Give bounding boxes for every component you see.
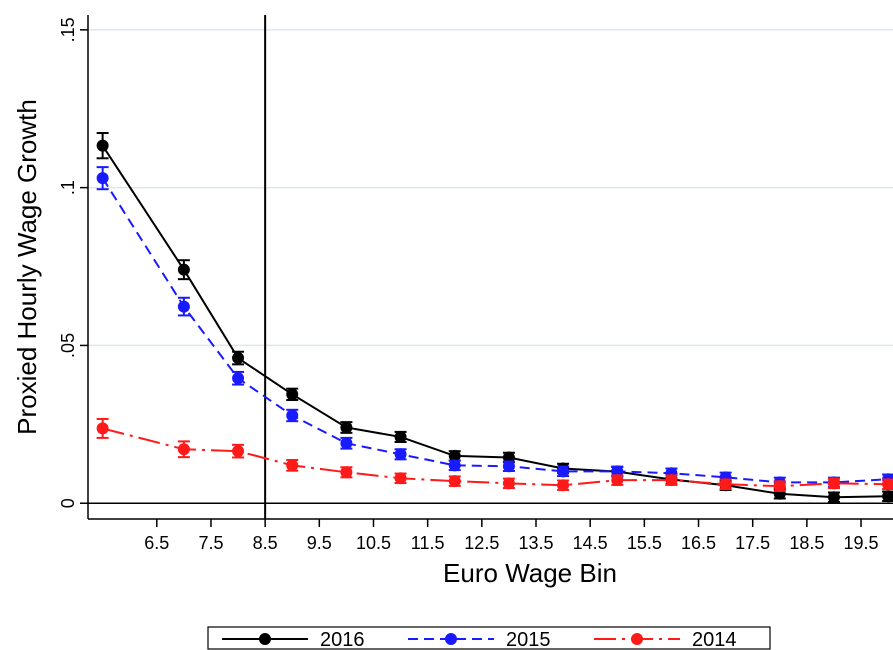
marker xyxy=(286,459,299,472)
legend-marker xyxy=(259,633,271,645)
x-tick-label: 14.5 xyxy=(573,533,608,553)
marker xyxy=(340,421,353,434)
series-line xyxy=(101,145,889,499)
marker xyxy=(557,479,570,492)
x-tick-label: 6.5 xyxy=(144,533,169,553)
marker xyxy=(394,472,407,485)
y-tick-label: .1 xyxy=(58,180,78,195)
marker xyxy=(502,460,515,473)
marker xyxy=(827,491,840,504)
y-tick-label: .15 xyxy=(58,17,78,42)
marker xyxy=(286,388,299,401)
x-tick-label: 8.5 xyxy=(253,533,278,553)
marker xyxy=(502,451,515,464)
marker xyxy=(557,465,570,478)
marker xyxy=(232,445,245,458)
marker xyxy=(719,478,732,491)
x-tick-label: 7.5 xyxy=(198,533,223,553)
marker xyxy=(340,437,353,450)
marker xyxy=(448,459,461,472)
marker xyxy=(394,430,407,443)
marker xyxy=(232,372,245,385)
marker xyxy=(502,477,515,490)
x-tick-label: 17.5 xyxy=(735,533,770,553)
marker xyxy=(394,448,407,461)
marker xyxy=(611,465,624,478)
legend-marker xyxy=(631,633,643,645)
x-tick-label: 9.5 xyxy=(307,533,332,553)
x-tick-label: 11.5 xyxy=(411,533,445,553)
marker xyxy=(96,422,109,435)
x-axis-title: Euro Wage Bin xyxy=(443,558,617,588)
marker xyxy=(448,475,461,488)
y-axis-title: Proxied Hourly Wage Growth xyxy=(12,99,42,435)
marker xyxy=(177,300,190,313)
x-tick-label: 19.5 xyxy=(844,533,879,553)
marker xyxy=(827,477,840,490)
y-tick-label: 0 xyxy=(58,498,78,508)
marker xyxy=(177,263,190,276)
marker xyxy=(232,352,245,365)
x-tick-label: 12.5 xyxy=(464,533,499,553)
x-tick-label: 15.5 xyxy=(627,533,662,553)
x-tick-label: 10.5 xyxy=(356,533,391,553)
legend-marker xyxy=(445,633,457,645)
marker xyxy=(773,480,786,493)
marker xyxy=(177,443,190,456)
legend-label: 2015 xyxy=(506,629,551,650)
marker xyxy=(665,474,678,487)
x-tick-label: 16.5 xyxy=(681,533,716,553)
marker xyxy=(340,466,353,479)
x-tick-label: 13.5 xyxy=(518,533,553,553)
marker xyxy=(882,490,893,503)
marker xyxy=(96,139,109,152)
marker xyxy=(882,478,893,491)
marker xyxy=(286,409,299,422)
marker xyxy=(448,449,461,462)
y-tick-label: .05 xyxy=(58,333,78,358)
legend-label: 2016 xyxy=(320,629,365,650)
x-tick-label: 18.5 xyxy=(789,533,824,553)
legend-label: 2014 xyxy=(692,629,737,650)
marker xyxy=(96,172,109,185)
marker xyxy=(611,474,624,487)
